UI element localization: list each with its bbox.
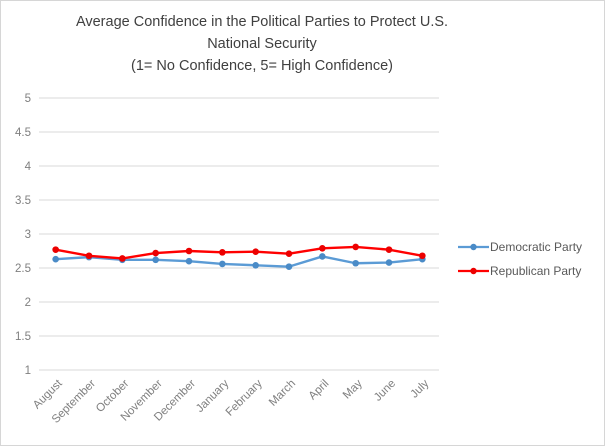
- democratic-party-line-marker-icon: [458, 243, 489, 251]
- x-axis-tick-label: March: [267, 378, 298, 409]
- democratic-party-marker: [52, 255, 59, 263]
- republican-party-marker: [85, 252, 93, 260]
- legend-label-republican-party: Republican Party: [490, 264, 582, 278]
- republican-party-marker: [252, 248, 259, 255]
- y-axis-tick-label: 1: [25, 365, 31, 377]
- republican-party-marker: [385, 246, 393, 253]
- y-axis-tick-label: 3.5: [15, 195, 31, 207]
- legend-label-democratic-party: Democratic Party: [490, 240, 583, 254]
- republican-party-marker: [419, 252, 426, 260]
- legend: Democratic Party Republican Party: [458, 240, 582, 278]
- republican-party-marker: [285, 250, 293, 258]
- republican-party-line-marker-icon: [458, 267, 489, 275]
- y-axis-tick-label: 1.5: [15, 331, 31, 343]
- democratic-party-marker: [252, 261, 259, 269]
- x-axis-tick-label: May: [341, 377, 365, 401]
- republican-party-line: [54, 245, 424, 260]
- democratic-party-marker: [319, 253, 326, 260]
- democratic-party-marker: [152, 256, 159, 264]
- democratic-party-line: [54, 255, 424, 268]
- republican-party-marker: [219, 249, 226, 256]
- republican-party-marker: [119, 255, 126, 262]
- chart-title-line-3: (1= No Confidence, 5= High Confidence): [131, 58, 393, 74]
- republican-party-marker: [352, 243, 359, 251]
- x-axis-tick-label: June: [372, 378, 398, 404]
- chart-title-line-2: National Security: [207, 36, 317, 52]
- y-axis-tick-label: 4.5: [15, 127, 31, 139]
- democratic-party-marker: [385, 259, 393, 266]
- x-axis-tick-label: February: [224, 377, 265, 418]
- y-axis-tick-label: 4: [25, 161, 32, 173]
- chart-title-line-1: Average Confidence in the Political Part…: [75, 14, 449, 30]
- y-axis-tick-label: 2.5: [15, 263, 31, 275]
- democratic-party-marker: [352, 259, 359, 267]
- republican-party-marker: [152, 249, 159, 257]
- legend-item-republican-party: Republican Party: [458, 264, 582, 278]
- y-axis-tick-label: 3: [25, 229, 31, 241]
- y-axis-tick-label: 2: [25, 297, 31, 309]
- x-axis-tick-label: July: [409, 377, 432, 400]
- x-axis-tick-label: April: [307, 378, 332, 403]
- legend-item-democratic-party: Democratic Party: [458, 240, 582, 254]
- y-axis-tick-label: 5: [25, 93, 31, 105]
- democratic-party-marker: [285, 263, 293, 270]
- democratic-party-marker: [219, 260, 226, 268]
- republican-party-marker: [319, 244, 326, 252]
- republican-party-marker: [52, 246, 59, 253]
- democratic-party-marker: [185, 257, 193, 265]
- chart-title: Average Confidence in the Political Part…: [1, 11, 523, 77]
- republican-party-marker: [185, 247, 193, 255]
